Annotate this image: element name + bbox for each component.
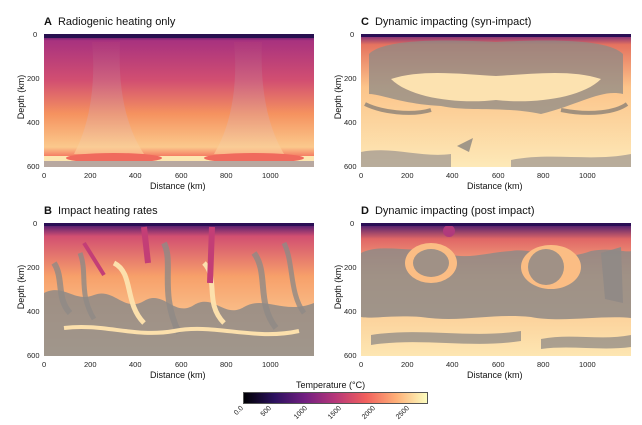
panel-c-ytick: 600 (344, 162, 357, 171)
panel-a-xtick: 600 (175, 171, 188, 180)
panel-b-xtick: 200 (84, 360, 97, 369)
panel-d-xtick: 400 (446, 360, 459, 369)
panel-d-xtick: 800 (537, 360, 550, 369)
panel-a-xlabel: Distance (km) (150, 181, 206, 191)
panel-d-temperature-field (361, 223, 631, 356)
panel-a-xtick: 200 (84, 171, 97, 180)
panel-d-ytick: 0 (350, 219, 355, 228)
panel-c-xtick: 800 (537, 171, 550, 180)
colorbar-tick: 2500 (394, 405, 411, 421)
panel-d-xtick: 0 (359, 360, 364, 369)
panel-a-ylabel: Depth (km) (16, 74, 26, 120)
panel-d-ytick: 600 (344, 351, 357, 360)
panel-c-xlabel: Distance (km) (467, 181, 523, 191)
panel-c-xtick: 400 (446, 171, 459, 180)
colorbar-tick: 2000 (360, 405, 377, 421)
panel-b-ytick: 400 (27, 307, 40, 316)
panel-d-xtick: 200 (401, 360, 414, 369)
panel-d-title: D Dynamic impacting (post impact) (361, 205, 535, 217)
panel-c-ytick: 0 (350, 30, 355, 39)
colorbar-tick: 0.0 (233, 405, 245, 417)
panel-d-ytick: 400 (344, 307, 357, 316)
panel-a-ytick: 0 (33, 30, 38, 39)
panel-d-xtick: 1000 (579, 360, 596, 369)
panel-c-xtick: 0 (359, 171, 364, 180)
panel-b-temperature-field (44, 223, 314, 356)
panel-a-title: A Radiogenic heating only (44, 16, 176, 28)
panel-b-xtick: 600 (175, 360, 188, 369)
panel-a-ytick: 200 (27, 74, 40, 83)
panel-b-ytick: 200 (27, 263, 40, 272)
panel-b-ytick: 0 (33, 219, 38, 228)
panel-c-xtick: 600 (492, 171, 505, 180)
panel-b-ytick: 600 (27, 351, 40, 360)
panel-a-xtick: 0 (42, 171, 47, 180)
panel-b-xlabel: Distance (km) (150, 370, 206, 380)
panel-c-temperature-field (361, 34, 631, 167)
panel-c-ytick: 200 (344, 74, 357, 83)
panel-c-ylabel: Depth (km) (333, 74, 343, 120)
panel-b-xtick: 0 (42, 360, 47, 369)
colorbar-tick: 1500 (326, 405, 343, 421)
panel-a-ytick: 600 (27, 162, 40, 171)
panel-b-xtick: 1000 (262, 360, 279, 369)
colorbar-title: Temperature (°C) (296, 380, 366, 390)
colorbar-tick: 1000 (292, 405, 309, 421)
panel-c-title: C Dynamic impacting (syn-impact) (361, 16, 532, 28)
colorbar-tick: 500 (259, 405, 273, 419)
panel-d-ylabel: Depth (km) (333, 264, 343, 310)
panel-a-ytick: 400 (27, 118, 40, 127)
panel-a-xtick: 800 (220, 171, 233, 180)
panel-b-xtick: 800 (220, 360, 233, 369)
panel-d-xtick: 600 (492, 360, 505, 369)
panel-d-ytick: 200 (344, 263, 357, 272)
panel-c-ytick: 400 (344, 118, 357, 127)
panel-d-xlabel: Distance (km) (467, 370, 523, 380)
panel-b-ylabel: Depth (km) (16, 264, 26, 310)
panel-a-xtick: 1000 (262, 171, 279, 180)
panel-a-temperature-field (44, 34, 314, 167)
panel-a-xtick: 400 (129, 171, 142, 180)
panel-b-xtick: 400 (129, 360, 142, 369)
panel-b-title: B Impact heating rates (44, 205, 158, 217)
colorbar-gradient (243, 392, 428, 404)
panel-c-xtick: 200 (401, 171, 414, 180)
panel-c-xtick: 1000 (579, 171, 596, 180)
